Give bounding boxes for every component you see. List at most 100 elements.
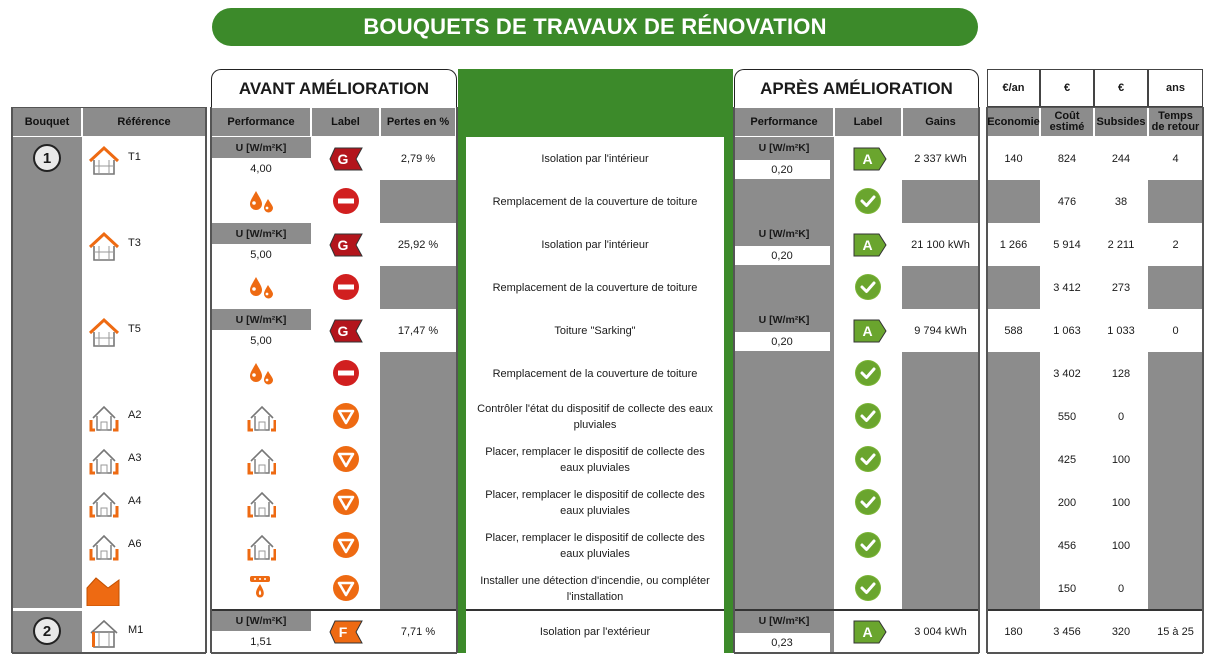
temps-value: 0 [1148, 309, 1203, 352]
reference-cell [82, 395, 206, 438]
pertes-empty [380, 481, 456, 524]
gutter-house-icon [89, 534, 119, 561]
reference-code: A3 [128, 452, 142, 464]
reference-code: T3 [128, 237, 141, 249]
gains-empty [902, 266, 979, 309]
u-after: 0,20 [734, 160, 830, 179]
warning-down-icon [332, 489, 359, 515]
perf-cell [211, 481, 311, 524]
label-after-badge [853, 620, 887, 644]
reference-cell [82, 223, 206, 266]
gains-value: 21 100 kWh [902, 223, 979, 266]
roof-house-icon [88, 231, 120, 261]
group-separator [466, 609, 724, 611]
subsides-value: 0 [1094, 395, 1148, 438]
header-economie: Economie [987, 108, 1040, 136]
column-border [456, 107, 458, 653]
header-performance: Performance [212, 108, 310, 136]
temps-value: 4 [1148, 137, 1203, 180]
cout-value: 5 914 [1040, 223, 1094, 266]
economie-empty [987, 395, 1040, 438]
check-icon [855, 188, 881, 214]
gutter-house-icon [89, 491, 119, 518]
pertes-empty [380, 438, 456, 481]
perf-unit: U [W/m²K] [734, 309, 834, 330]
perf-unit: U [W/m²K] [211, 223, 311, 244]
group-separator [734, 609, 979, 611]
column-border [205, 107, 207, 653]
column-border [978, 107, 980, 653]
recommandation-text: Remplacement de la couverture de toiture [466, 266, 724, 309]
column-border [11, 107, 13, 653]
bouquet-number: 1 [33, 144, 61, 172]
recommandation-text: Toiture "Sarking" [466, 309, 724, 352]
pertes-empty [380, 567, 456, 610]
gutter-house-icon [89, 405, 119, 432]
gains-empty [902, 395, 979, 438]
subsides-value: 320 [1094, 610, 1148, 653]
temps-value: 15 à 25 [1148, 610, 1203, 653]
temps-empty [1148, 266, 1203, 309]
header-pertes: Pertes en % [381, 108, 455, 136]
label-after-badge [853, 319, 887, 343]
smoke-detector-icon [250, 575, 270, 597]
recommandation-text: Remplacement de la couverture de toiture [466, 352, 724, 395]
table-bottom-border [12, 652, 206, 654]
temps-empty [1148, 524, 1203, 567]
table-bottom-border [987, 652, 1203, 654]
economie-empty [987, 481, 1040, 524]
label-after-badge-letter: A [862, 323, 873, 339]
reference-code: T1 [128, 151, 141, 163]
gains-empty [902, 352, 979, 395]
perf-after-empty [734, 180, 834, 223]
column-border [733, 107, 735, 653]
gains-empty [902, 524, 979, 567]
check-icon [855, 575, 881, 601]
recommandation-text: Contrôler l'état du dispositif de collec… [466, 395, 724, 438]
bouquet-column [12, 137, 82, 653]
check-icon [855, 403, 881, 429]
header-top-border [987, 107, 1203, 108]
subsides-value: 100 [1094, 438, 1148, 481]
perf-after-empty [734, 395, 834, 438]
warning-down-icon [332, 403, 359, 429]
recommandation-text: Installer une détection d'incendie, ou c… [466, 567, 724, 610]
check-icon [855, 446, 881, 472]
economie-value: 1 266 [987, 223, 1040, 266]
perf-unit: U [W/m²K] [211, 137, 311, 158]
recommandation-text: Remplacement de la couverture de toiture [466, 180, 724, 223]
label-before-badge-letter: F [338, 624, 348, 640]
economie-empty [987, 266, 1040, 309]
pertes-empty [380, 180, 456, 223]
subsides-value: 38 [1094, 180, 1148, 223]
perf-after-empty [734, 352, 834, 395]
table-bottom-border [734, 652, 979, 654]
no-entry-icon [332, 188, 359, 214]
subsides-value: 273 [1094, 266, 1148, 309]
perf-unit: U [W/m²K] [734, 610, 834, 631]
gains-value: 3 004 kWh [902, 610, 979, 653]
column-border [210, 107, 212, 653]
cout-value: 3 456 [1040, 610, 1094, 653]
water-drops-icon [250, 362, 273, 384]
reference-cell [82, 438, 206, 481]
reference-cell [82, 309, 206, 352]
label-before-badge [328, 319, 363, 343]
header-label_apres: Label [835, 108, 901, 136]
no-entry-icon [332, 274, 359, 300]
reference-code: A2 [128, 409, 142, 421]
label-before-badge [328, 620, 363, 644]
temps-empty [1148, 352, 1203, 395]
pertes-value: 25,92 % [380, 223, 456, 266]
label-after-badge-letter: A [862, 151, 873, 167]
subsides-value: 0 [1094, 567, 1148, 610]
label-before-badge [328, 233, 363, 257]
gains-empty [902, 438, 979, 481]
temps-empty [1148, 180, 1203, 223]
reference-code: M1 [128, 624, 144, 636]
reference-cell [82, 180, 206, 223]
gutter-house-icon [247, 448, 276, 474]
header-label: Label [312, 108, 379, 136]
reference-code: A4 [128, 495, 142, 507]
pertes-empty [380, 395, 456, 438]
